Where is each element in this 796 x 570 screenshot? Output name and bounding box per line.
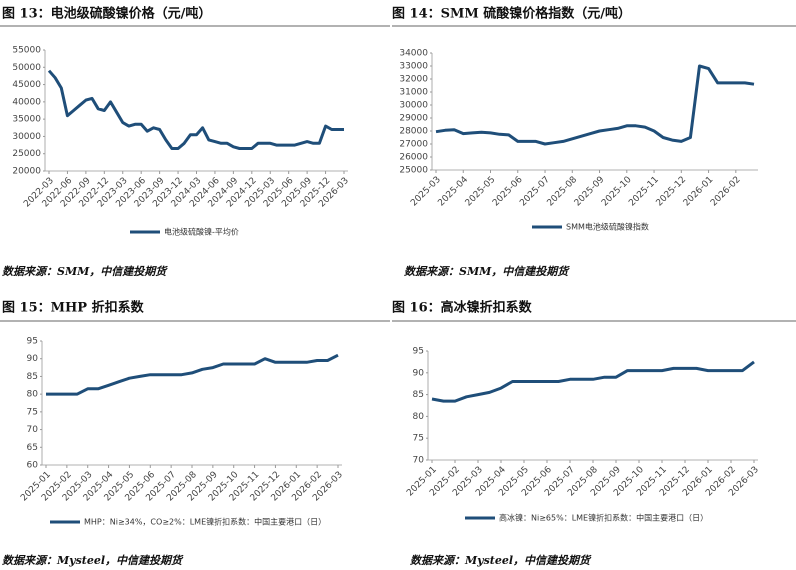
chart-title: 图 14：SMM 硫酸镍价格指数（元/吨） — [392, 6, 631, 22]
y-tick-label: 25000 — [399, 166, 428, 176]
legend-label: 高冰镍：Ni≥65%：LME镍折扣系数：中国主要港口（日） — [499, 513, 708, 523]
y-tick-label: 29000 — [399, 114, 428, 124]
y-tick-label: 33000 — [399, 62, 428, 72]
y-tick-label: 28000 — [399, 127, 428, 137]
y-tick-label: 31000 — [399, 88, 428, 98]
y-tick-label: 60 — [27, 461, 39, 471]
y-tick-label: 70 — [413, 456, 425, 466]
y-tick-label: 35000 — [12, 115, 41, 125]
y-tick-label: 45000 — [12, 80, 41, 90]
y-tick-label: 27000 — [399, 140, 428, 150]
y-tick-label: 26000 — [399, 153, 428, 163]
y-tick-label: 90 — [413, 368, 425, 378]
source-note: 数据来源：SMM，中信建投期货 — [2, 265, 168, 278]
source-note: 数据来源：SMM，中信建投期货 — [404, 265, 570, 278]
chart-title: 图 15：MHP 折扣系数 — [2, 300, 145, 316]
data-line — [47, 69, 344, 150]
chart-title: 图 13：电池级硫酸镍价格（元/吨） — [2, 6, 211, 22]
y-tick-label: 75 — [27, 407, 38, 417]
y-tick-label: 75 — [413, 434, 424, 444]
y-tick-label: 30000 — [12, 132, 41, 142]
x-tick-label: 2026-02 — [709, 175, 743, 209]
y-tick-label: 80 — [27, 390, 39, 400]
y-tick-label: 65 — [27, 443, 38, 453]
y-tick-label: 55000 — [12, 46, 41, 56]
legend-label: SMM电池级硫酸镍指数 — [566, 222, 649, 232]
y-tick-label: 40000 — [12, 97, 41, 107]
y-tick-label: 25000 — [12, 149, 41, 159]
y-tick-label: 80 — [413, 412, 425, 422]
y-tick-label: 30000 — [399, 101, 428, 111]
source-note: 数据来源：Mysteel，中信建投期货 — [410, 554, 592, 567]
chart-title: 图 16：高冰镍折扣系数 — [392, 300, 533, 316]
data-line — [435, 64, 755, 146]
y-tick-label: 85 — [27, 372, 38, 382]
data-line — [431, 360, 755, 403]
y-tick-label: 95 — [27, 337, 38, 347]
y-tick-label: 85 — [413, 390, 424, 400]
y-tick-label: 34000 — [399, 49, 428, 59]
y-tick-label: 70 — [27, 425, 39, 435]
y-tick-label: 32000 — [399, 75, 428, 85]
data-line — [46, 353, 339, 396]
y-tick-label: 95 — [413, 347, 424, 357]
y-tick-label: 20000 — [12, 167, 41, 177]
legend-label: MHP：Ni≥34%，CO≥2%：LME镍折扣系数：中国主要港口（日） — [84, 517, 326, 527]
legend-label: 电池级硫酸镍-平均价 — [164, 227, 239, 237]
y-tick-label: 50000 — [12, 63, 41, 73]
y-tick-label: 90 — [27, 354, 39, 364]
source-note: 数据来源：Mysteel，中信建投期货 — [2, 554, 184, 567]
